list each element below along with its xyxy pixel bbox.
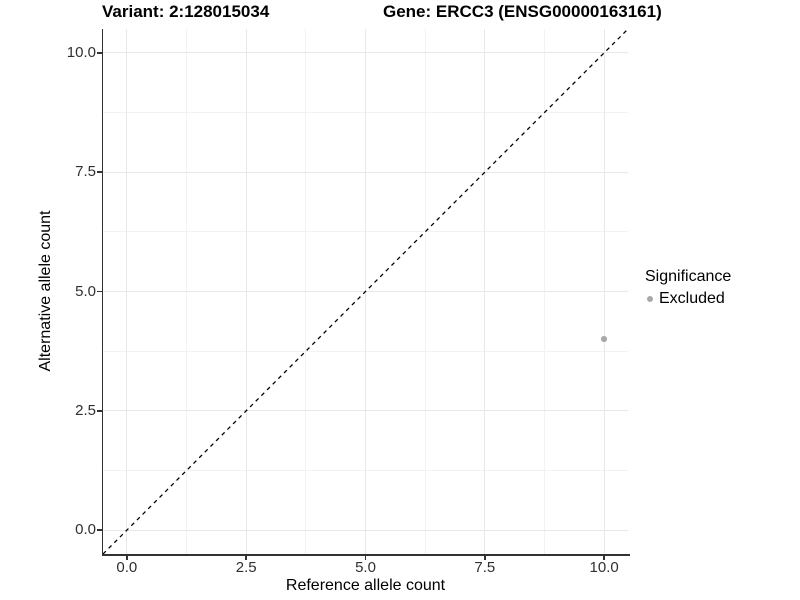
legend: Significance Excluded bbox=[645, 268, 731, 308]
plot-title-gene: Gene: ERCC3 (ENSG00000163161) bbox=[383, 2, 662, 21]
legend-item-label: Excluded bbox=[659, 290, 725, 307]
x-tick-mark bbox=[245, 555, 247, 560]
x-tick-label: 7.5 bbox=[474, 559, 496, 576]
legend-key-dot-icon bbox=[647, 296, 653, 302]
y-tick-mark bbox=[97, 529, 102, 531]
x-tick-label: 2.5 bbox=[235, 559, 257, 576]
y-tick-mark bbox=[97, 410, 102, 412]
data-point bbox=[601, 336, 607, 342]
gridline-major-horizontal bbox=[103, 410, 628, 412]
y-tick-label: 0.0 bbox=[75, 521, 96, 539]
y-tick-mark bbox=[97, 52, 102, 54]
x-tick-mark bbox=[603, 555, 605, 560]
x-tick-mark bbox=[484, 555, 486, 560]
x-tick-label: 5.0 bbox=[355, 559, 376, 576]
x-axis-line bbox=[101, 554, 630, 556]
y-tick-mark bbox=[97, 290, 102, 293]
gridline-major-horizontal bbox=[103, 529, 628, 531]
y-tick-label: 7.5 bbox=[75, 163, 96, 181]
y-tick-label: 2.5 bbox=[75, 401, 96, 419]
x-tick-mark bbox=[364, 555, 367, 560]
plot-title-variant: Variant: 2:128015034 bbox=[102, 2, 270, 21]
x-tick-mark bbox=[126, 555, 128, 560]
gridline-major-horizontal bbox=[103, 52, 628, 54]
y-tick-label: 5.0 bbox=[75, 282, 96, 300]
identity-line bbox=[103, 29, 628, 554]
chart-panel bbox=[103, 29, 628, 554]
legend-title: Significance bbox=[645, 268, 732, 285]
gridline-major-horizontal bbox=[103, 171, 628, 173]
y-tick-label: 10.0 bbox=[66, 43, 96, 61]
y-axis-line bbox=[101, 29, 103, 556]
legend-item: Excluded bbox=[645, 290, 731, 308]
x-tick-label: 10.0 bbox=[589, 559, 619, 576]
x-tick-label: 0.0 bbox=[116, 559, 138, 576]
x-axis-title: Reference allele count bbox=[285, 577, 446, 594]
y-tick-mark bbox=[97, 171, 102, 173]
